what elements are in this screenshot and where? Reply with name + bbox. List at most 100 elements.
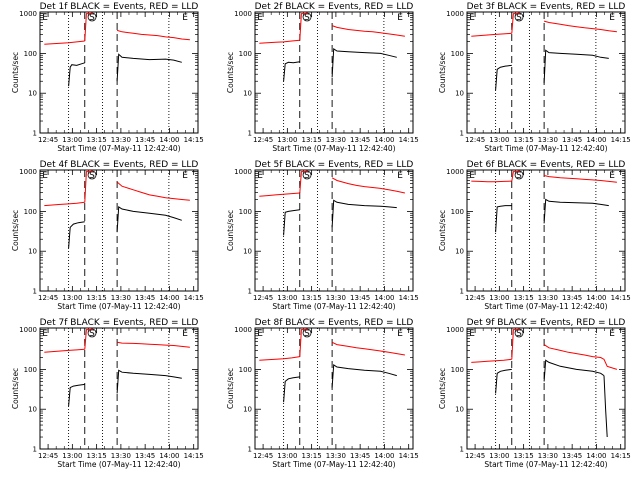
- y-tick-label: 10: [455, 90, 464, 98]
- saa-marker: S: [516, 329, 522, 339]
- y-tick-label: 1000: [234, 10, 252, 18]
- events-series-line: [68, 62, 85, 87]
- eclipse-marker: E: [397, 329, 403, 339]
- saa-marker-circle: [87, 170, 97, 180]
- lld-series-line: [117, 341, 190, 348]
- lld-series-line: [84, 13, 93, 42]
- lld-series-line: [259, 356, 300, 361]
- y-axis-label: Counts/sec: [226, 210, 235, 251]
- x-tick-label: 14:00: [586, 294, 606, 302]
- panel-title: Det 5f BLACK = Events, RED = LLD: [255, 160, 414, 170]
- y-axis-label: Counts/sec: [438, 52, 447, 93]
- eclipse-marker: E: [397, 171, 403, 181]
- events-series-line: [543, 49, 609, 84]
- panel-title: Det 2f BLACK = Events, RED = LLD: [255, 2, 414, 12]
- lld-series-line: [471, 180, 512, 183]
- x-tick-label: 13:30: [111, 294, 131, 302]
- x-tick-label: 13:15: [302, 294, 322, 302]
- x-tick-label: 13:30: [326, 452, 346, 460]
- x-tick-label: 14:00: [374, 294, 394, 302]
- x-tick-label: 13:30: [326, 136, 346, 144]
- x-tick-label: 14:15: [184, 136, 204, 144]
- y-tick-label: 100: [24, 366, 37, 374]
- x-tick-label: 13:15: [514, 452, 534, 460]
- y-tick-label: 1000: [19, 326, 37, 334]
- y-axis-label: Counts/sec: [438, 210, 447, 251]
- saa-marker: S: [304, 171, 310, 181]
- panel-title: Det 6f BLACK = Events, RED = LLD: [467, 160, 626, 170]
- x-tick-label: 13:15: [302, 136, 322, 144]
- eclipse-marker: E: [609, 171, 615, 181]
- plot-frame: [39, 169, 199, 292]
- y-axis-label: Counts/sec: [226, 368, 235, 409]
- lld-series-line: [543, 175, 617, 183]
- lld-series-line: [511, 171, 520, 182]
- saa-marker: S: [89, 329, 95, 339]
- y-tick-label: 1000: [19, 168, 37, 176]
- y-axis-label: Counts/sec: [11, 368, 20, 409]
- x-tick-label: 12:45: [38, 452, 58, 460]
- x-axis-label: Start Time (07-May-11 12:42:40): [484, 460, 607, 469]
- eclipse-marker: E: [469, 329, 475, 339]
- saa-marker: S: [89, 13, 95, 23]
- chart-panel: Det 9f BLACK = Events, RED = LLD 1 10 100 10…: [438, 318, 631, 469]
- x-tick-label: 14:15: [611, 136, 631, 144]
- x-tick-label: 12:45: [465, 136, 485, 144]
- events-series-line: [495, 205, 512, 233]
- x-axis-label: Start Time (07-May-11 12:42:40): [484, 302, 607, 311]
- y-tick-label: 1: [460, 130, 464, 138]
- chart-panel: Det 3f BLACK = Events, RED = LLD 1 10 100 10…: [438, 2, 631, 153]
- x-tick-label: 13:15: [514, 136, 534, 144]
- saa-marker: S: [516, 171, 522, 181]
- x-tick-label: 13:45: [350, 294, 370, 302]
- x-axis-label: Start Time (07-May-11 12:42:40): [57, 302, 180, 311]
- x-tick-label: 14:15: [611, 452, 631, 460]
- plot-frame: [466, 169, 626, 292]
- x-tick-label: 12:45: [38, 136, 58, 144]
- chart-panel: Det 1f BLACK = Events, RED = LLD 1 10 100 10…: [11, 2, 204, 153]
- events-series-line: [543, 198, 609, 224]
- x-axis-label: Start Time (07-May-11 12:42:40): [57, 144, 180, 153]
- x-tick-label: 13:30: [538, 294, 558, 302]
- chart-panel: Det 4f BLACK = Events, RED = LLD 1 10 100 10…: [11, 160, 204, 311]
- saa-marker-circle: [302, 12, 312, 22]
- x-tick-label: 13:45: [562, 452, 582, 460]
- x-tick-label: 13:15: [302, 452, 322, 460]
- panel-title: Det 4f BLACK = Events, RED = LLD: [40, 160, 199, 170]
- eclipse-marker: E: [397, 13, 403, 23]
- y-tick-label: 100: [451, 366, 464, 374]
- x-tick-label: 14:15: [184, 294, 204, 302]
- lld-series-line: [299, 171, 308, 194]
- panel-title: Det 8f BLACK = Events, RED = LLD: [255, 318, 414, 328]
- y-tick-label: 1000: [19, 10, 37, 18]
- eclipse-marker: E: [182, 329, 188, 339]
- x-tick-label: 13:00: [62, 136, 82, 144]
- x-tick-label: 12:45: [38, 294, 58, 302]
- x-tick-label: 13:00: [277, 294, 297, 302]
- y-tick-label: 1: [33, 446, 37, 454]
- y-tick-label: 1000: [234, 326, 252, 334]
- y-tick-label: 1: [33, 130, 37, 138]
- y-axis-label: Counts/sec: [11, 210, 20, 251]
- panel-title: Det 3f BLACK = Events, RED = LLD: [467, 2, 626, 12]
- y-tick-label: 1000: [234, 168, 252, 176]
- panel-title: Det 1f BLACK = Events, RED = LLD: [40, 2, 199, 12]
- lld-series-line: [511, 329, 520, 360]
- x-tick-label: 13:00: [489, 136, 509, 144]
- x-tick-label: 12:45: [253, 294, 273, 302]
- x-tick-label: 13:15: [514, 294, 534, 302]
- x-tick-label: 13:00: [277, 136, 297, 144]
- events-series-line: [543, 359, 605, 382]
- x-tick-label: 14:00: [374, 136, 394, 144]
- x-tick-label: 13:00: [62, 294, 82, 302]
- saa-marker-circle: [302, 328, 312, 338]
- y-tick-label: 10: [243, 248, 252, 256]
- eclipse-marker: E: [42, 329, 48, 339]
- chart-panel: Det 5f BLACK = Events, RED = LLD 1 10 100 10…: [226, 160, 419, 311]
- x-tick-label: 14:00: [586, 136, 606, 144]
- x-tick-label: 13:00: [489, 452, 509, 460]
- events-series-line: [331, 364, 397, 388]
- x-tick-label: 13:45: [350, 136, 370, 144]
- y-axis-label: Counts/sec: [438, 368, 447, 409]
